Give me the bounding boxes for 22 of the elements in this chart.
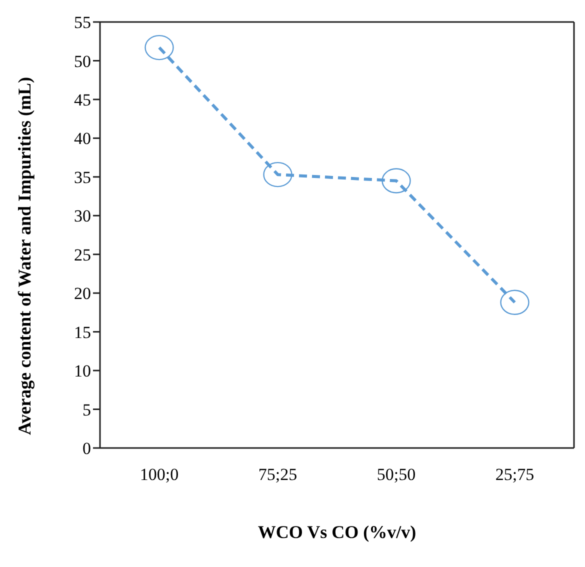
point [382, 168, 411, 194]
y-tick-label: 20 [74, 284, 91, 304]
x-axis-title: WCO Vs CO (%v/v) [258, 522, 416, 542]
y-tick-label: 55 [74, 13, 91, 32]
y-tick-label: 40 [74, 129, 91, 148]
y-tick-label: 25 [74, 245, 91, 264]
y-tick-label: 35 [74, 168, 91, 187]
x-tick-label: 50;50 [376, 465, 416, 484]
point [500, 290, 530, 315]
y-tick-label: 45 [74, 90, 91, 110]
point [144, 34, 174, 60]
point [263, 162, 292, 188]
x-tick-label: 75;25 [258, 465, 298, 484]
y-tick-label: 30 [74, 206, 91, 226]
y-tick-label: 15 [74, 322, 91, 342]
y-tick-label: 0 [82, 439, 91, 458]
y-tick-label: 10 [74, 362, 91, 381]
y-tick-label: 50 [74, 52, 91, 71]
x-tick-label: 100;0 [140, 465, 179, 484]
y-axis-title: Average content of Water and Impurities (mL) [14, 77, 34, 435]
x-tick-label: 25;75 [495, 465, 534, 484]
y-tick-label: 5 [82, 400, 91, 420]
